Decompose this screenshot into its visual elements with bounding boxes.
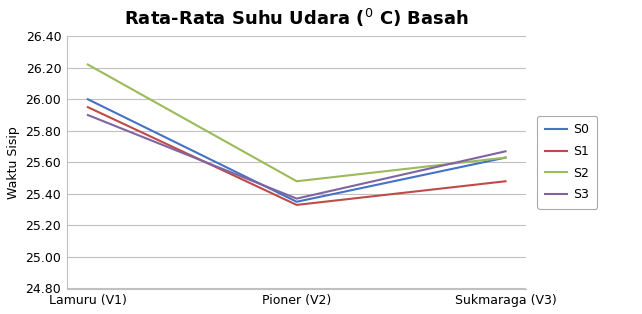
S2 [293,179,300,183]
S3 [84,113,92,117]
Line: S2: S2 [88,65,505,181]
S0 [84,97,92,101]
Legend: S0, S1, S2, S3: S0, S1, S2, S3 [537,116,597,209]
S1 [501,179,509,183]
S3 [293,197,300,200]
S3 [501,149,509,153]
S0 [501,156,509,160]
S1 [293,203,300,207]
S0 [293,200,300,204]
Y-axis label: Waktu Sisip: Waktu Sisip [7,126,20,199]
Title: Rata-Rata Suhu Udara ($^{0}$ C) Basah: Rata-Rata Suhu Udara ($^{0}$ C) Basah [125,7,469,29]
Line: S1: S1 [88,107,505,205]
S2 [84,63,92,67]
S1 [84,105,92,109]
S2 [501,156,509,160]
Line: S3: S3 [88,115,505,198]
Line: S0: S0 [88,99,505,202]
